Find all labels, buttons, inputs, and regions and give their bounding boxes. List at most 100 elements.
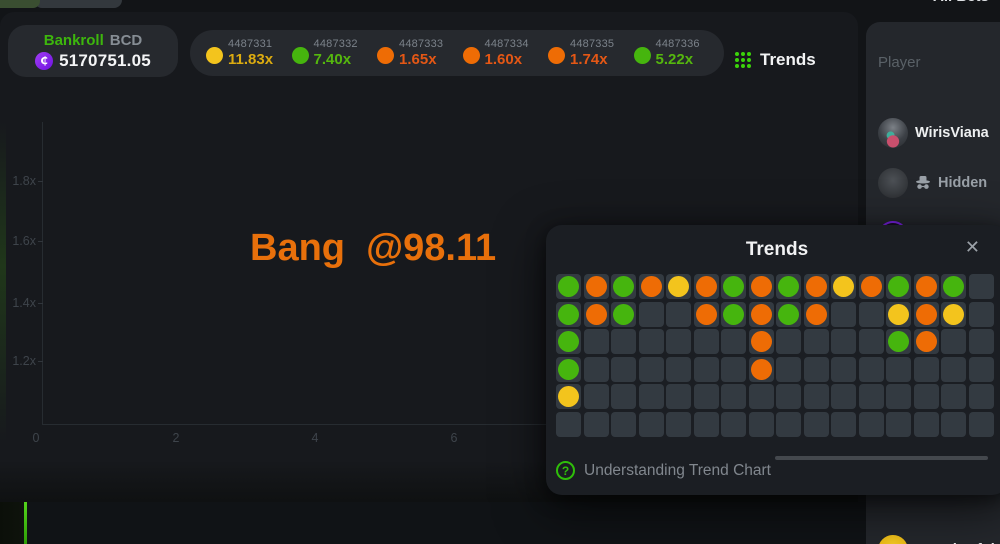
trend-cell — [693, 411, 719, 437]
result-id: 4487335 — [570, 38, 615, 51]
trend-cell — [803, 329, 829, 354]
trend-cell — [583, 384, 609, 409]
chart-y-axis — [42, 122, 43, 424]
trend-cell — [556, 384, 581, 409]
y-axis-tick-label: 1.8x — [12, 174, 36, 188]
trend-cell — [941, 301, 966, 327]
trend-dot-orange — [860, 276, 882, 297]
trend-cell — [776, 329, 801, 354]
trend-cell — [913, 301, 939, 327]
trend-cell — [748, 301, 774, 327]
result-item[interactable]: 4487331 11.83x — [206, 38, 281, 68]
bankroll-card[interactable]: Bankroll BCD ₵ 5170751.05 — [8, 25, 178, 77]
result-multiplier: 1.65x — [399, 50, 437, 68]
trend-dot-green — [723, 303, 744, 325]
result-id: 4487331 — [228, 38, 273, 51]
trend-cell — [611, 356, 636, 382]
trend-cell — [556, 301, 581, 327]
bottom-bar — [0, 502, 866, 544]
trend-dot-green — [558, 303, 579, 325]
trend-dot-yellow — [888, 303, 909, 325]
chart-x-axis — [42, 424, 845, 425]
result-item[interactable]: 4487335 1.74x — [548, 38, 623, 68]
trend-dot-orange — [915, 276, 937, 297]
result-multiplier: 7.40x — [313, 50, 352, 68]
tab-all-bets[interactable]: All Bets — [933, 0, 989, 5]
trend-cell — [968, 411, 994, 437]
trend-cell — [556, 411, 581, 437]
popup-scrollbar-thumb[interactable] — [775, 456, 988, 460]
incognito-icon — [916, 176, 930, 189]
trend-cell — [886, 329, 911, 354]
coin-icon: ₵ — [35, 51, 54, 70]
trend-cell — [721, 329, 746, 354]
trend-cell — [638, 274, 664, 299]
x-axis-tick-label: 0 — [32, 431, 40, 445]
trend-cell — [611, 274, 636, 299]
trend-cell — [748, 329, 774, 354]
trend-cell — [776, 356, 801, 382]
trend-cell — [831, 356, 856, 382]
trend-dot-green — [888, 276, 909, 297]
result-id: 4487333 — [399, 38, 444, 51]
trend-dot-orange — [915, 331, 937, 352]
trend-cell — [831, 411, 856, 437]
result-multiplier: 1.60x — [484, 50, 523, 68]
trend-cell — [721, 301, 746, 327]
player-avatar — [878, 168, 908, 198]
player-row[interactable]: Rzczdgrrful — [866, 530, 1000, 544]
trends-button[interactable]: Trends — [735, 42, 816, 78]
result-item[interactable]: 4487332 7.40x — [291, 38, 367, 68]
trend-cell — [748, 411, 774, 437]
trend-cell — [666, 411, 691, 437]
bankroll-label: Bankroll — [43, 31, 104, 49]
trend-cell — [776, 411, 801, 437]
recent-results-bar: 4487331 11.83x 4487332 7.40x 4487333 1.65x … — [190, 30, 724, 76]
x-axis-tick-label: 2 — [172, 431, 180, 445]
trend-cell — [776, 301, 801, 327]
bankroll-currency: BCD — [109, 31, 143, 49]
result-id: 4487336 — [655, 38, 700, 51]
player-row[interactable]: WirisViana — [866, 113, 1000, 153]
result-item[interactable]: 4487333 1.65x — [377, 38, 452, 68]
trend-cell — [886, 301, 911, 327]
trend-dot-yellow — [668, 276, 689, 297]
trend-cell — [941, 384, 966, 409]
trend-dot-orange — [805, 303, 827, 325]
trend-cell — [858, 274, 884, 299]
trend-cell — [831, 329, 856, 354]
player-avatar — [878, 118, 908, 148]
result-item[interactable]: 4487336 5.22x — [633, 38, 709, 68]
trend-cell — [858, 411, 884, 437]
result-dot — [291, 47, 309, 65]
trend-cell — [968, 356, 994, 382]
crash-result-text: Bang @98.11 — [250, 227, 497, 269]
trend-cell — [968, 329, 994, 354]
trend-cell — [583, 356, 609, 382]
help-link-label: Understanding Trend Chart — [584, 461, 771, 479]
trend-dot-orange — [585, 276, 607, 297]
trend-cell — [941, 411, 966, 437]
result-item[interactable]: 4487334 1.60x — [462, 38, 538, 68]
trends-popup: Trends ✕ ? Understanding Trend Chart — [546, 225, 1000, 495]
trend-dot-green — [558, 358, 579, 380]
top-tab-fragment[interactable] — [34, 0, 122, 8]
trend-cell — [941, 356, 966, 382]
trend-cell — [611, 301, 636, 327]
result-dot — [548, 47, 565, 65]
trend-cell — [666, 329, 691, 354]
trend-cell — [831, 301, 856, 327]
trend-cell — [556, 329, 581, 354]
top-tab-fragment-green[interactable] — [0, 0, 40, 8]
trend-cell — [886, 384, 911, 409]
trend-dot-green — [613, 276, 634, 297]
trend-chart-help-link[interactable]: ? Understanding Trend Chart — [556, 461, 771, 480]
trend-dot-orange — [750, 303, 772, 325]
trend-cell — [776, 384, 801, 409]
trend-dot-green — [943, 276, 964, 297]
trend-cell — [693, 356, 719, 382]
trend-cell — [748, 356, 774, 382]
close-icon[interactable]: ✕ — [964, 237, 980, 257]
player-row[interactable]: Hidden — [866, 163, 1000, 203]
trend-cell — [913, 384, 939, 409]
